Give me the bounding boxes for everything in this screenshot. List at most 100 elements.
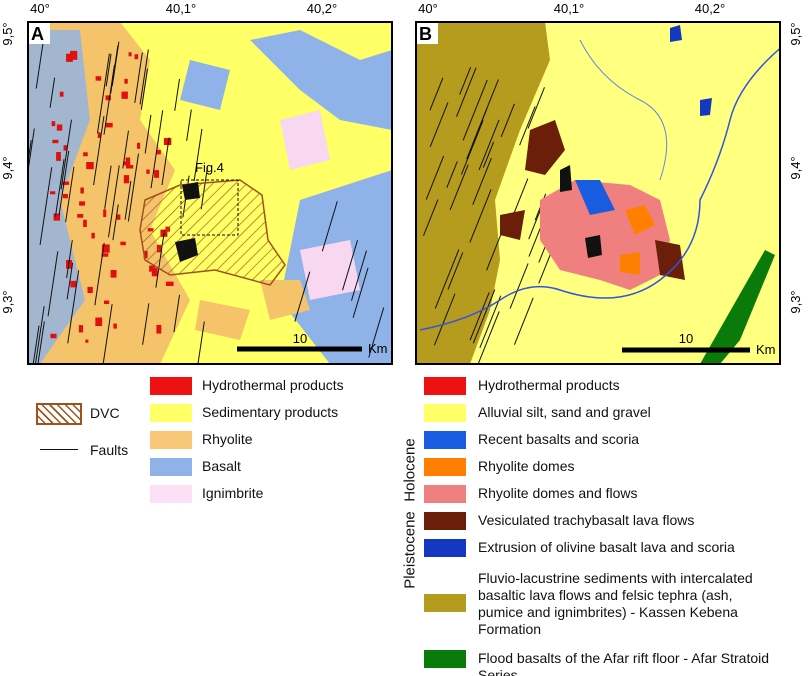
legend-swatch: [150, 431, 192, 449]
legend-text: Rhyolite: [202, 431, 253, 447]
fault: [425, 155, 445, 200]
scale-unit: Km: [368, 341, 388, 356]
scale-value: 10: [293, 331, 307, 346]
legend-swatch: [150, 485, 192, 503]
latitude-label: 9,4°: [0, 156, 15, 179]
fault: [60, 119, 72, 190]
hydrothermal-spot: [52, 139, 59, 144]
scale-unit: Km: [756, 342, 776, 357]
maps: Fig.4 10 Km A 10 Km B 40°9,5°40,1°9,4°40…: [0, 1, 803, 365]
fault: [429, 102, 449, 147]
hydrothermal-spot: [105, 95, 111, 101]
legend-swatch: [424, 539, 466, 557]
fault: [122, 130, 129, 169]
fault: [368, 307, 385, 358]
fault: [139, 49, 149, 105]
fault: [469, 189, 492, 243]
legend-swatch: [424, 512, 466, 530]
epoch-label: Holocene: [401, 438, 419, 502]
fault: [103, 64, 115, 135]
hydrothermal-spot: [59, 91, 64, 97]
fault: [477, 311, 500, 364]
hydrothermal-spot: [156, 324, 162, 334]
hydrothermal-spot: [83, 152, 88, 157]
latitude-label: 9,3°: [788, 290, 803, 313]
latitude-label: 9,5°: [0, 22, 15, 45]
fault: [460, 120, 484, 175]
hydrothermal-spot: [110, 269, 117, 278]
hydrothermal-spot: [151, 267, 158, 277]
fault: [94, 242, 105, 306]
hydrothermal-spot: [95, 317, 103, 327]
fault: [65, 166, 75, 223]
hydrothermal-spot: [136, 142, 141, 149]
fault: [351, 250, 367, 301]
epoch-label: Pleistocene: [401, 511, 419, 589]
longitude-label: 40,2°: [307, 1, 338, 16]
hydrothermal-spot: [165, 281, 174, 286]
longitude-label: 40,2°: [695, 1, 726, 16]
fault: [482, 141, 495, 168]
legend-swatch: [424, 594, 466, 612]
fault: [434, 249, 460, 309]
latitude-label: 9,4°: [788, 156, 803, 179]
hydrothermal-spot: [154, 170, 160, 178]
fault: [93, 115, 105, 186]
fault: [352, 267, 369, 318]
legend-text: pumice and ignimbrites) - Kassen Kebena: [478, 604, 738, 620]
coordinates: 40° 9,5° 40,1° 9,4° 40,2° 9,3° 40° 9,5° 40,1° 9,4…: [0, 1, 803, 314]
legend-text: Flood basalts of the Afar rift floor - A…: [478, 650, 770, 666]
panel-label: B: [419, 24, 432, 44]
legend-text: Rhyolite domes: [478, 458, 575, 474]
legend-text: Recent basalts and scoria: [478, 431, 640, 447]
legend-text: Extrusion of olivine basalt lava and sco…: [478, 539, 735, 555]
fault: [47, 251, 59, 317]
hydrothermal-spot: [101, 244, 110, 253]
fault: [514, 297, 534, 345]
hydrothermal-spot: [70, 50, 78, 60]
fault: [127, 153, 140, 222]
fault: [472, 157, 492, 205]
legend-text: Ignimbrite: [202, 485, 264, 501]
fault: [321, 201, 338, 252]
fault: [49, 77, 56, 108]
fault: [500, 103, 515, 138]
hydrothermal-spot: [120, 241, 126, 246]
latitude-label: 9,5°: [788, 22, 803, 45]
hydrothermal-spot: [50, 333, 57, 339]
map-a: Fig.4 10 Km A: [28, 22, 392, 364]
fault: [447, 252, 464, 290]
longitude-label: 40°: [418, 1, 438, 16]
hydrothermal-spot: [80, 187, 84, 194]
fault: [142, 303, 150, 345]
hydrothermal-spot: [87, 286, 93, 294]
fault: [294, 271, 311, 322]
inset-label: Fig.4: [195, 160, 224, 175]
hydrothermal-spot: [91, 232, 95, 239]
fault: [186, 109, 192, 141]
hydrothermal-spot: [156, 149, 161, 155]
hydrothermal-spot: [83, 219, 87, 228]
hydrothermal-spot: [77, 214, 84, 218]
fault: [105, 53, 112, 87]
hydrothermal-spot: [105, 122, 113, 128]
hydrothermal-spot: [63, 145, 68, 151]
hydrothermal-spot: [53, 213, 61, 221]
fault: [459, 66, 472, 95]
fault: [433, 293, 456, 346]
legend-text: Formation: [478, 621, 542, 637]
fault: [472, 289, 496, 344]
fault: [66, 239, 73, 279]
legend-text: Hydrothermal products: [478, 377, 620, 393]
fault: [174, 78, 180, 111]
fault: [67, 270, 80, 344]
hydrothermal-spot: [56, 152, 61, 161]
fault: [58, 150, 70, 216]
fault: [112, 204, 119, 241]
fault: [479, 295, 502, 348]
hydrothermal-spot: [62, 181, 70, 185]
fault: [104, 165, 112, 209]
fault: [96, 53, 110, 134]
legend-swatch: [150, 404, 192, 422]
fault: [486, 229, 504, 271]
